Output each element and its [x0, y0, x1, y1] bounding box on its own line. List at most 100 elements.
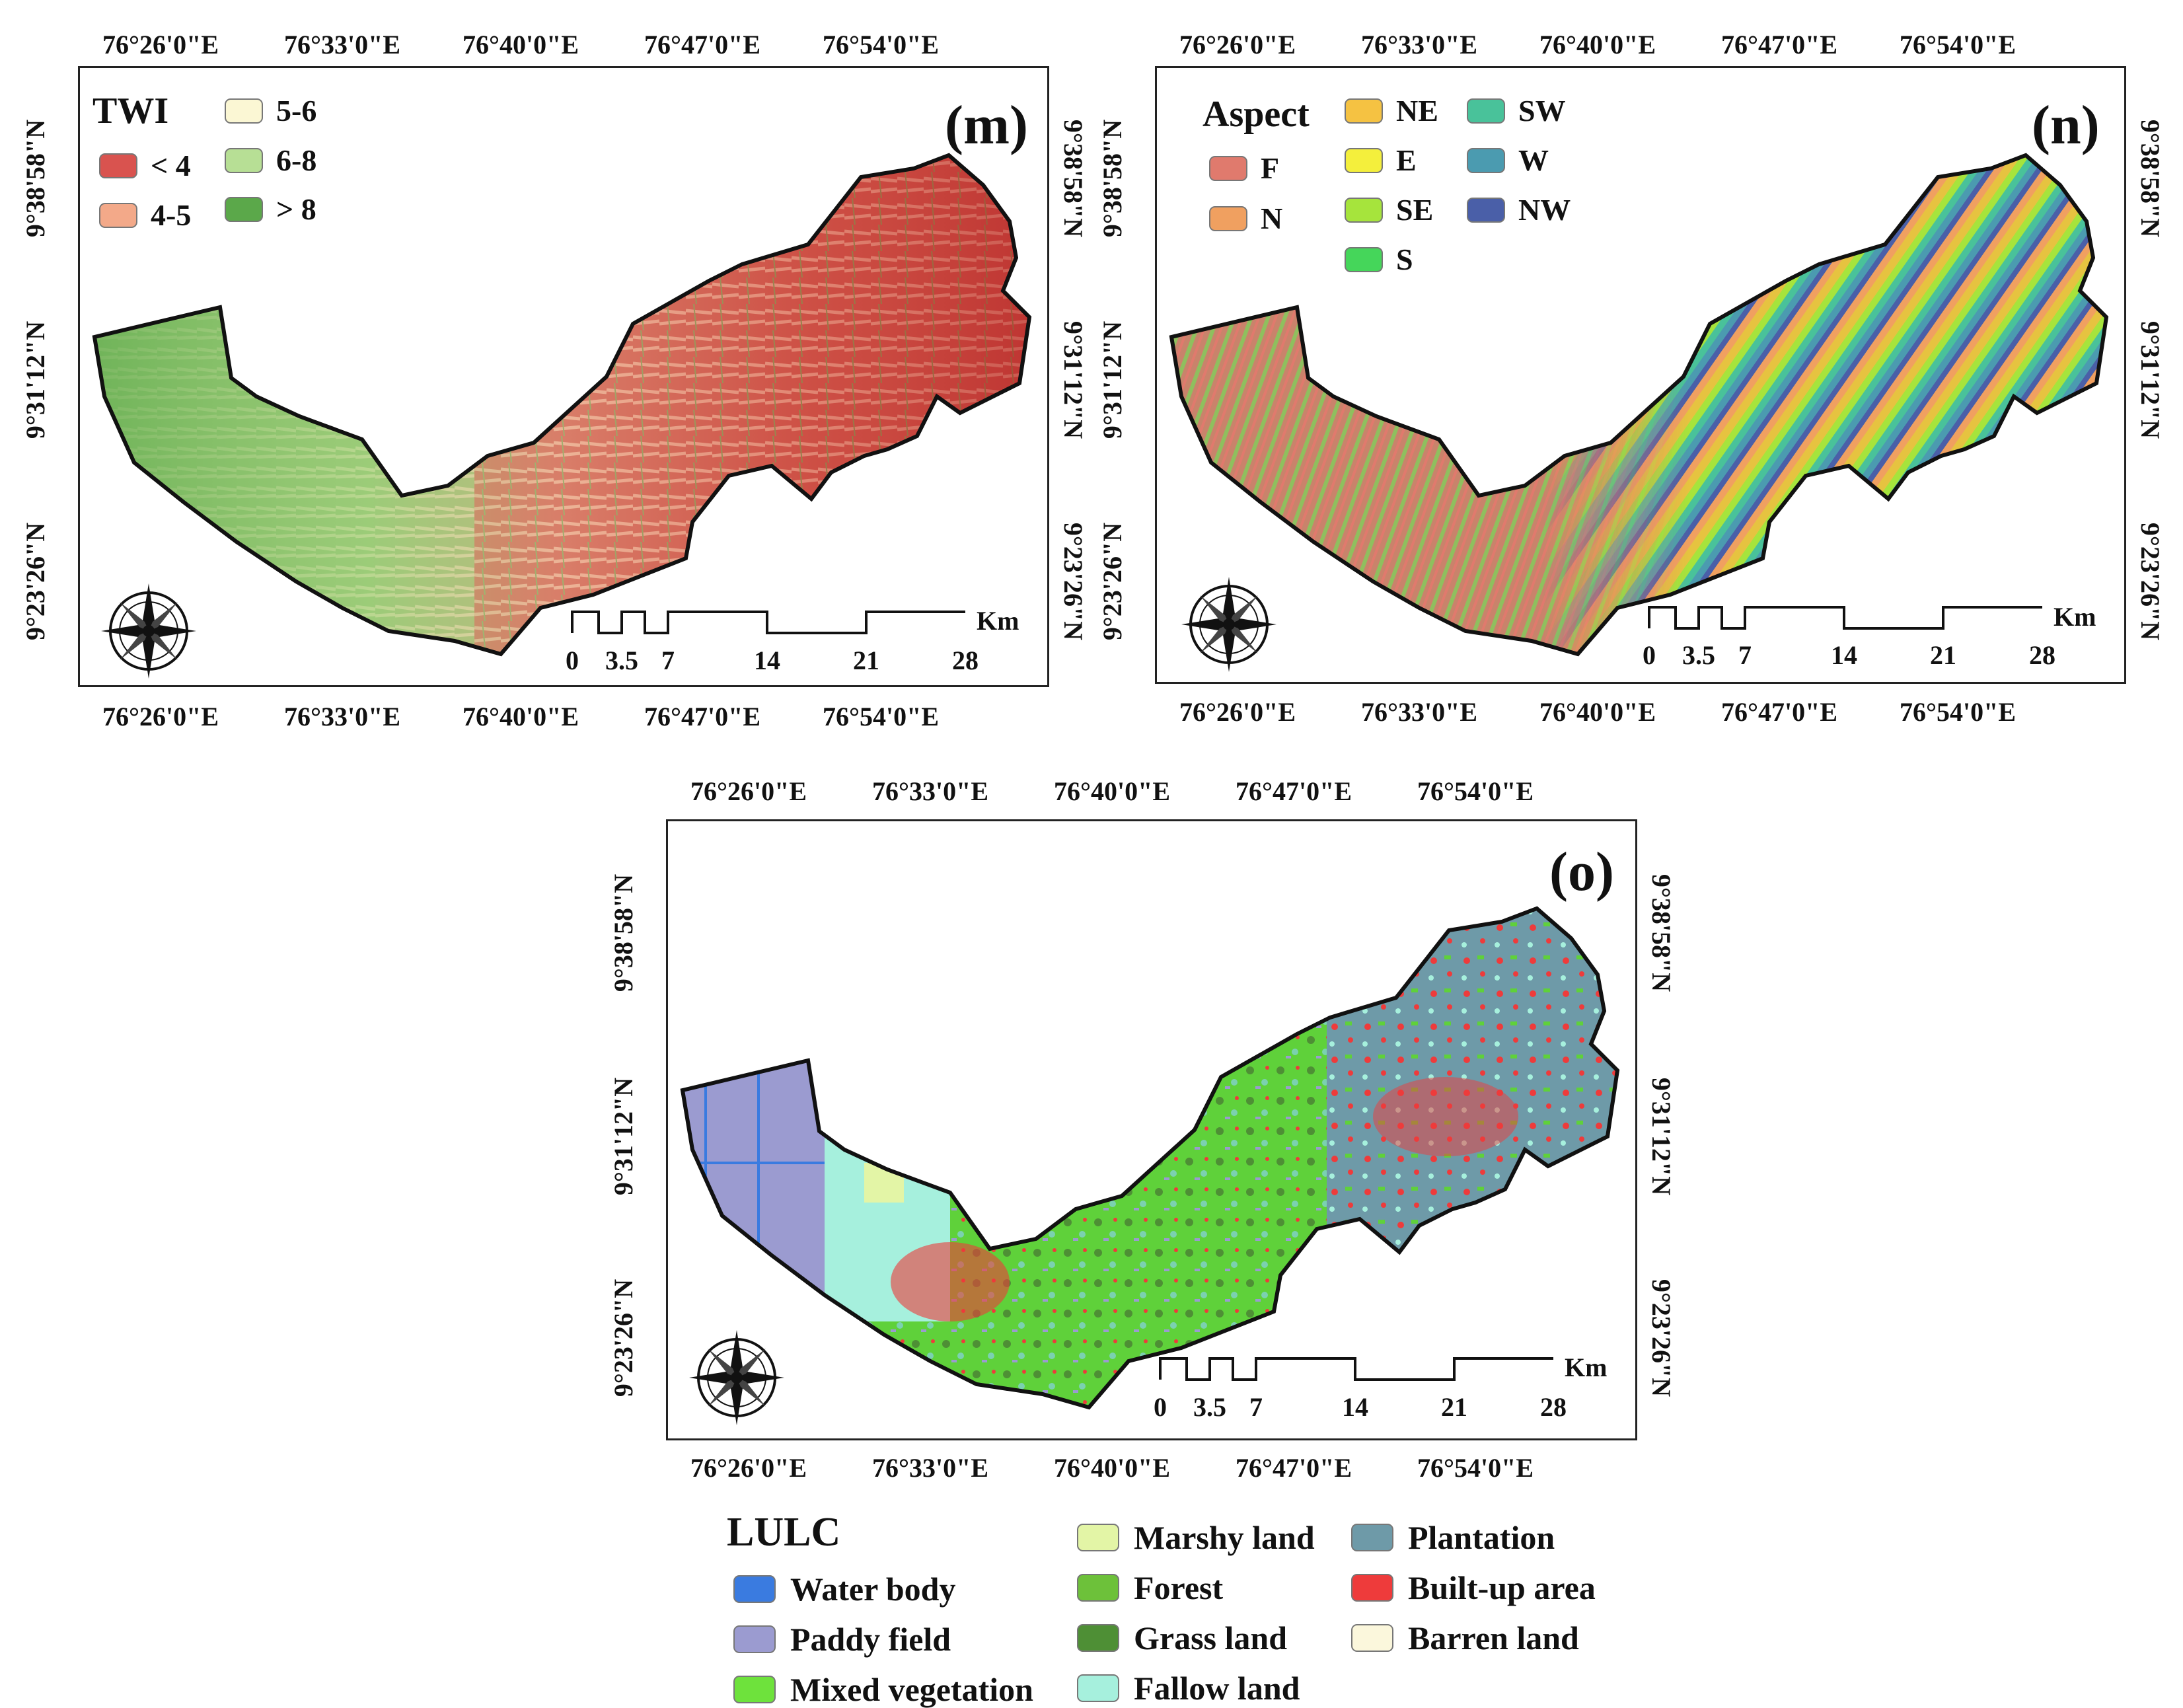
- scale-label: 14: [1342, 1392, 1368, 1422]
- legend-label: F: [1261, 151, 1280, 185]
- right-y-tick-3: 9°23'26"N: [1646, 1279, 1677, 1397]
- legend-item: SE: [1345, 195, 1433, 225]
- left-y-tick-2: 9°31'12"N: [609, 1077, 639, 1196]
- top-x-tick-2: 76°33'0"E: [1361, 30, 1477, 59]
- scale-bar: [571, 611, 965, 634]
- legend-item: SW: [1467, 96, 1566, 126]
- legend-swatch: [1351, 1624, 1393, 1652]
- top-x-tick-4: 76°47'0"E: [644, 30, 760, 59]
- right-y-tick-2: 9°31'12"N: [1646, 1077, 1677, 1196]
- scale-label: 21: [1930, 640, 1956, 670]
- legend-swatch: [1351, 1574, 1393, 1602]
- legend-label: S: [1396, 242, 1413, 276]
- legend-label: N: [1261, 202, 1283, 235]
- panel-label: (o): [1549, 841, 1614, 903]
- legend-swatch: [99, 153, 137, 178]
- legend-item: Plantation: [1351, 1521, 1555, 1554]
- legend-label: SW: [1518, 94, 1566, 128]
- legend-item: Fallow land: [1077, 1672, 1300, 1705]
- right-y-tick-1: 9°38'58"N: [1646, 873, 1677, 992]
- bottom-x-tick-1: 76°26'0"E: [690, 1453, 807, 1483]
- legend-swatch: [1077, 1524, 1119, 1551]
- bottom-x-tick-5: 76°54'0"E: [823, 702, 939, 731]
- legend-item: E: [1345, 145, 1417, 176]
- legend-label: 6-8: [276, 143, 317, 177]
- legend-item: Mixed vegetation: [733, 1673, 1033, 1706]
- legend-label: NW: [1518, 193, 1571, 227]
- top-x-tick-4: 76°47'0"E: [1721, 30, 1837, 59]
- scale-label: 0: [1643, 640, 1656, 670]
- legend-item: > 8: [225, 194, 316, 225]
- scale-label: 28: [2029, 640, 2055, 670]
- top-x-tick-1: 76°26'0"E: [690, 776, 807, 806]
- bottom-x-tick-2: 76°33'0"E: [1361, 697, 1477, 727]
- watershed-map-lulc: [680, 906, 1620, 1410]
- bottom-x-tick-4: 76°47'0"E: [1721, 697, 1837, 727]
- scale-label: 21: [1441, 1392, 1467, 1422]
- legend-swatch: [225, 98, 263, 124]
- scale-bar: [1648, 606, 2042, 630]
- left-y-tick-1: 9°38'58"N: [1097, 119, 1128, 238]
- legend-item: Grass land: [1077, 1621, 1287, 1654]
- scale-unit: Km: [1565, 1353, 1608, 1382]
- legend-label: Barren land: [1408, 1619, 1579, 1656]
- legend-item: Barren land: [1351, 1621, 1579, 1654]
- panel-label: (m): [945, 94, 1028, 156]
- bottom-x-tick-5: 76°54'0"E: [1417, 1453, 1534, 1483]
- legend-label: > 8: [276, 192, 316, 226]
- legend-item: 4-5: [99, 200, 191, 231]
- panel-o-lulc: 76°26'0"E 76°33'0"E 76°40'0"E 76°47'0"E …: [581, 747, 1705, 1707]
- left-y-tick-1: 9°38'58"N: [609, 873, 639, 992]
- right-y-tick-1: 9°38'58"N: [2135, 119, 2166, 238]
- legend-label: W: [1518, 143, 1549, 177]
- watershed-map-twi: [92, 153, 1032, 657]
- top-x-tick-5: 76°54'0"E: [823, 30, 939, 59]
- legend-label: < 4: [151, 149, 191, 182]
- scale-label: 7: [661, 646, 675, 675]
- left-y-tick-2: 9°31'12"N: [1097, 320, 1128, 439]
- scale-label: 3.5: [605, 646, 638, 675]
- legend-item: F: [1209, 153, 1279, 184]
- legend-swatch: [225, 197, 263, 222]
- right-y-tick-2: 9°31'12"N: [2135, 320, 2166, 439]
- legend-title: LULC: [727, 1510, 841, 1555]
- bottom-x-tick-4: 76°47'0"E: [644, 702, 760, 731]
- legend-item: Paddy field: [733, 1623, 951, 1656]
- top-x-tick-3: 76°40'0"E: [1054, 776, 1170, 806]
- legend-item: N: [1209, 204, 1282, 234]
- legend-label: E: [1396, 143, 1417, 177]
- scale-bar: [1159, 1357, 1553, 1381]
- legend-swatch: [1209, 156, 1247, 181]
- legend-title: Aspect: [1202, 94, 1310, 135]
- legend-swatch: [99, 203, 137, 228]
- legend-swatch: [1467, 98, 1505, 124]
- legend-item: 5-6: [225, 96, 316, 126]
- legend-item: Built-up area: [1351, 1571, 1596, 1604]
- top-x-tick-3: 76°40'0"E: [462, 30, 579, 59]
- legend-label: Paddy field: [790, 1621, 951, 1658]
- bottom-x-tick-4: 76°47'0"E: [1236, 1453, 1352, 1483]
- top-x-tick-2: 76°33'0"E: [872, 776, 988, 806]
- legend-swatch: [1345, 148, 1383, 173]
- legend-label: Forest: [1134, 1569, 1224, 1606]
- top-x-tick-5: 76°54'0"E: [1417, 776, 1534, 806]
- legend-label: 4-5: [151, 198, 192, 232]
- legend-item: W: [1467, 145, 1549, 176]
- legend-label: Marshy land: [1134, 1519, 1315, 1556]
- scale-unit: Km: [977, 606, 1019, 636]
- top-x-tick-5: 76°54'0"E: [1900, 30, 2016, 59]
- legend-swatch: [1209, 206, 1247, 231]
- north-arrow-icon: [101, 583, 196, 679]
- top-x-tick-3: 76°40'0"E: [1539, 30, 1656, 59]
- legend-title: TWI: [92, 91, 169, 131]
- legend-swatch: [1467, 198, 1505, 223]
- legend-swatch: [1467, 148, 1505, 173]
- legend-label: 5-6: [276, 94, 317, 128]
- scale-label: 3.5: [1193, 1392, 1226, 1422]
- legend-swatch: [1077, 1624, 1119, 1652]
- bottom-x-tick-5: 76°54'0"E: [1900, 697, 2016, 727]
- top-x-tick-4: 76°47'0"E: [1236, 776, 1352, 806]
- scale-unit: Km: [2054, 602, 2096, 632]
- legend-label: Built-up area: [1408, 1569, 1596, 1606]
- scale-label: 0: [1154, 1392, 1167, 1422]
